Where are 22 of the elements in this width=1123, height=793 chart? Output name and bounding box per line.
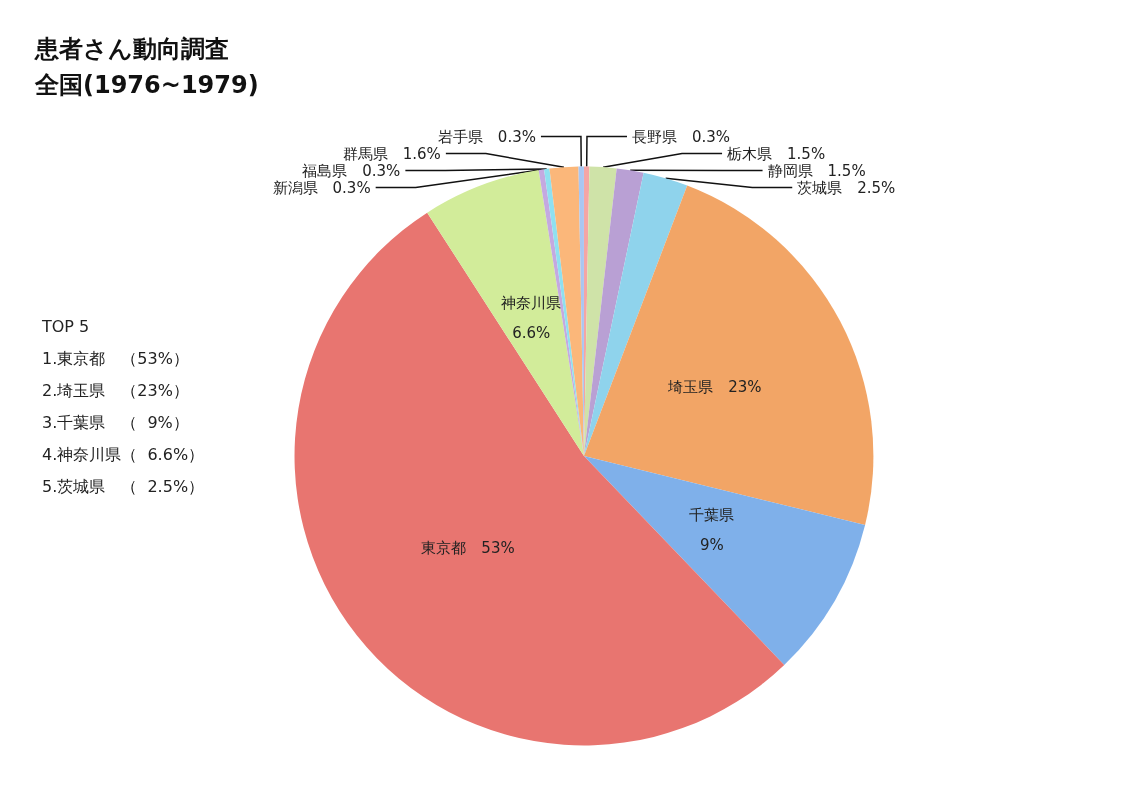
- chart-title: 患者さん動向調査: [34, 35, 229, 63]
- slice-label: 東京都 53%: [421, 538, 515, 557]
- text: 3.千葉県 （ 9%）: [42, 412, 189, 432]
- text: 5.茨城県 （ 2.5%）: [42, 476, 205, 496]
- text: 1.東京都 （53%）: [42, 348, 189, 368]
- slice-label: 埼玉県 23%: [667, 378, 762, 397]
- chart-subtitle: 全国(1976~1979): [34, 71, 259, 99]
- text: 2.埼玉県 （23%）: [42, 380, 189, 400]
- data-label: 9%: [699, 535, 724, 554]
- slice-label: 新潟県 0.3%: [272, 178, 371, 197]
- slice-label: 茨城県 2.5%: [797, 178, 896, 197]
- slice-label: 千葉県: [689, 505, 735, 524]
- data-label: 6.6%: [512, 323, 551, 342]
- slice-label: 群馬県 1.6%: [342, 144, 441, 163]
- text: 4.神奈川県（ 6.6%）: [42, 444, 205, 464]
- slice-label: 栃木県 1.5%: [727, 144, 826, 163]
- slice-label: 長野県 0.3%: [631, 127, 731, 146]
- slice-label: 神奈川県: [501, 293, 562, 312]
- slice-label: 福島県 0.3%: [302, 161, 401, 180]
- text: TOP 5: [41, 316, 90, 336]
- slice-label: 岩手県 0.3%: [437, 127, 536, 146]
- slice-label: 静岡県 1.5%: [767, 161, 866, 180]
